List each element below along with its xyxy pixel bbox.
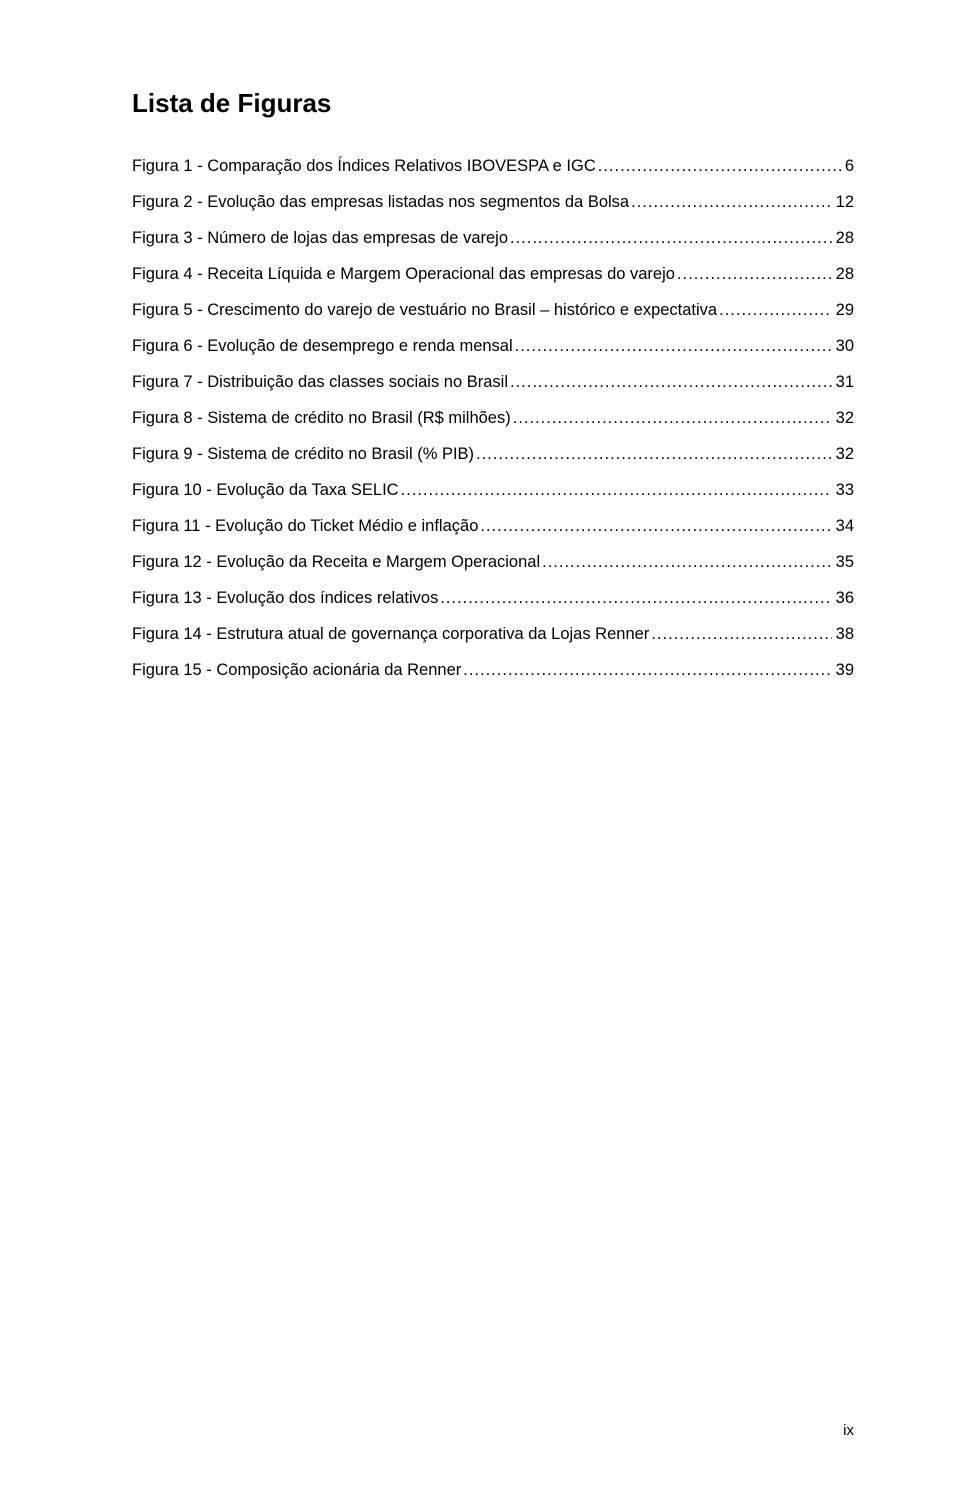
toc-entry-page: 34 [834, 509, 854, 545]
toc-entry: Figura 3 - Número de lojas das empresas … [132, 221, 854, 257]
toc-leader-dots [440, 581, 831, 617]
toc-entry-label: Figura 8 - Sistema de crédito no Brasil … [132, 401, 511, 437]
toc-leader-dots [631, 185, 832, 221]
toc-entry-page: 28 [834, 221, 854, 257]
toc-leader-dots [651, 617, 831, 653]
toc-entry: Figura 10 - Evolução da Taxa SELIC 33 [132, 473, 854, 509]
toc-entry-label: Figura 5 - Crescimento do varejo de vest… [132, 293, 717, 329]
toc-entry: Figura 1 - Comparação dos Índices Relati… [132, 149, 854, 185]
toc-entry: Figura 15 - Composição acionária da Renn… [132, 653, 854, 689]
list-of-figures: Figura 1 - Comparação dos Índices Relati… [132, 149, 854, 689]
toc-entry: Figura 14 - Estrutura atual de governanç… [132, 617, 854, 653]
toc-entry-page: 6 [843, 149, 854, 185]
page-number: ix [843, 1422, 854, 1439]
toc-leader-dots [510, 221, 832, 257]
toc-entry-page: 36 [834, 581, 854, 617]
toc-entry-label: Figura 14 - Estrutura atual de governanç… [132, 617, 649, 653]
toc-leader-dots [515, 329, 832, 365]
toc-entry: Figura 8 - Sistema de crédito no Brasil … [132, 401, 854, 437]
toc-entry-label: Figura 7 - Distribuição das classes soci… [132, 365, 508, 401]
toc-entry-label: Figura 11 - Evolução do Ticket Médio e i… [132, 509, 478, 545]
toc-leader-dots [598, 149, 841, 185]
toc-leader-dots [677, 257, 832, 293]
toc-leader-dots [401, 473, 832, 509]
toc-entry: Figura 9 - Sistema de crédito no Brasil … [132, 437, 854, 473]
toc-entry-page: 32 [834, 437, 854, 473]
toc-entry-page: 33 [834, 473, 854, 509]
toc-entry: Figura 13 - Evolução dos índices relativ… [132, 581, 854, 617]
toc-leader-dots [480, 509, 831, 545]
toc-entry-page: 32 [834, 401, 854, 437]
toc-entry-page: 28 [834, 257, 854, 293]
toc-entry-page: 38 [834, 617, 854, 653]
toc-entry: Figura 4 - Receita Líquida e Margem Oper… [132, 257, 854, 293]
toc-entry: Figura 5 - Crescimento do varejo de vest… [132, 293, 854, 329]
toc-entry-label: Figura 15 - Composição acionária da Renn… [132, 653, 461, 689]
toc-entry-label: Figura 4 - Receita Líquida e Margem Oper… [132, 257, 675, 293]
toc-leader-dots [463, 653, 831, 689]
toc-entry: Figura 12 - Evolução da Receita e Margem… [132, 545, 854, 581]
toc-entry-label: Figura 12 - Evolução da Receita e Margem… [132, 545, 540, 581]
toc-entry-label: Figura 1 - Comparação dos Índices Relati… [132, 149, 596, 185]
toc-entry: Figura 2 - Evolução das empresas listada… [132, 185, 854, 221]
toc-entry-page: 29 [834, 293, 854, 329]
toc-entry-page: 35 [834, 545, 854, 581]
toc-entry-label: Figura 13 - Evolução dos índices relativ… [132, 581, 438, 617]
toc-leader-dots [476, 437, 832, 473]
toc-leader-dots [513, 401, 832, 437]
toc-entry-page: 39 [834, 653, 854, 689]
document-page: Lista de Figuras Figura 1 - Comparação d… [0, 0, 960, 1487]
toc-entry: Figura 7 - Distribuição das classes soci… [132, 365, 854, 401]
toc-entry-label: Figura 9 - Sistema de crédito no Brasil … [132, 437, 474, 473]
toc-entry-label: Figura 10 - Evolução da Taxa SELIC [132, 473, 399, 509]
page-title: Lista de Figuras [132, 88, 854, 119]
toc-entry-label: Figura 2 - Evolução das empresas listada… [132, 185, 629, 221]
toc-entry: Figura 6 - Evolução de desemprego e rend… [132, 329, 854, 365]
toc-leader-dots [510, 365, 832, 401]
toc-leader-dots [719, 293, 832, 329]
toc-leader-dots [542, 545, 832, 581]
toc-entry-label: Figura 6 - Evolução de desemprego e rend… [132, 329, 513, 365]
toc-entry-page: 31 [834, 365, 854, 401]
toc-entry: Figura 11 - Evolução do Ticket Médio e i… [132, 509, 854, 545]
toc-entry-label: Figura 3 - Número de lojas das empresas … [132, 221, 508, 257]
toc-entry-page: 12 [834, 185, 854, 221]
toc-entry-page: 30 [834, 329, 854, 365]
